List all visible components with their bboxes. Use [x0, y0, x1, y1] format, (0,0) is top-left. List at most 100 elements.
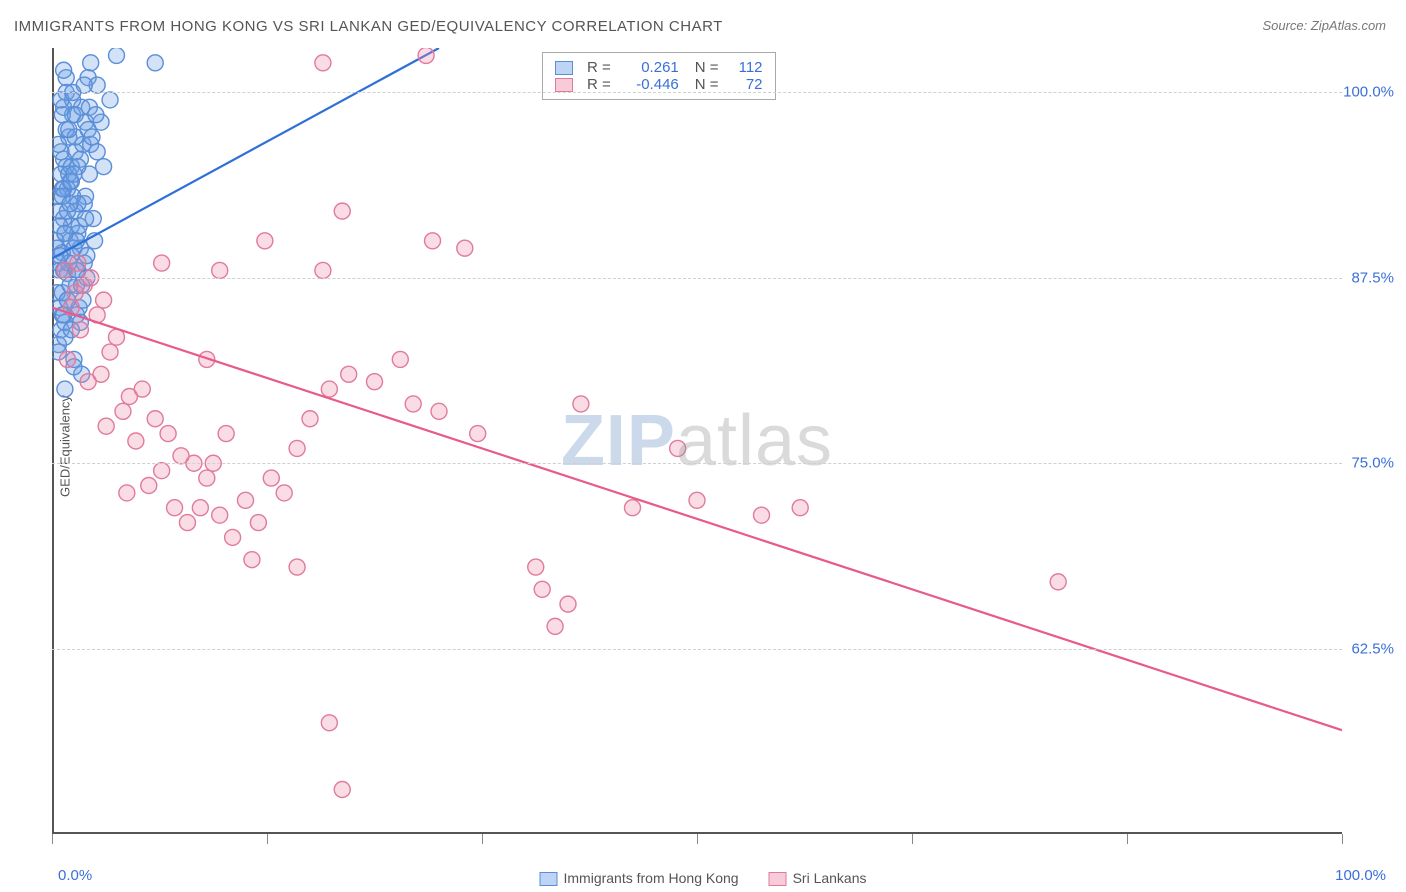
data-point: [392, 351, 408, 367]
data-point: [98, 418, 114, 434]
x-tick: [267, 834, 268, 844]
data-point: [367, 374, 383, 390]
legend-item: Immigrants from Hong Kong: [539, 870, 738, 886]
data-point: [119, 485, 135, 501]
data-point: [78, 211, 94, 227]
data-point: [405, 396, 421, 412]
data-point: [250, 515, 266, 531]
legend-item: Sri Lankans: [769, 870, 867, 886]
trend-line: [52, 48, 439, 259]
y-tick-label: 100.0%: [1343, 84, 1394, 101]
data-point: [199, 470, 215, 486]
y-tick-label: 75.0%: [1351, 455, 1394, 472]
gridline-h: [52, 278, 1342, 279]
data-point: [425, 233, 441, 249]
legend-label: Immigrants from Hong Kong: [563, 870, 738, 886]
source-attribution: Source: ZipAtlas.com: [1262, 18, 1386, 33]
r-label: R =: [587, 76, 611, 93]
data-point: [470, 426, 486, 442]
data-point: [89, 144, 105, 160]
data-point: [128, 433, 144, 449]
data-point: [257, 233, 273, 249]
data-point: [1050, 574, 1066, 590]
data-point: [67, 107, 83, 123]
data-point: [689, 492, 705, 508]
data-point: [276, 485, 292, 501]
gridline-h: [52, 463, 1342, 464]
swatch-icon: [555, 78, 573, 92]
data-point: [218, 426, 234, 442]
data-point: [80, 374, 96, 390]
chart-title: IMMIGRANTS FROM HONG KONG VS SRI LANKAN …: [14, 18, 723, 35]
data-point: [192, 500, 208, 516]
n-value: 112: [727, 59, 763, 76]
stats-row: R = -0.446 N = 72: [555, 76, 763, 93]
x-tick: [52, 834, 53, 844]
gridline-h: [52, 92, 1342, 93]
data-point: [141, 477, 157, 493]
bottom-legend: Immigrants from Hong Kong Sri Lankans: [539, 870, 866, 886]
data-point: [96, 159, 112, 175]
data-point: [52, 248, 68, 264]
x-tick: [912, 834, 913, 844]
data-point: [334, 782, 350, 798]
data-point: [573, 396, 589, 412]
data-point: [179, 515, 195, 531]
data-point: [534, 581, 550, 597]
data-point: [321, 715, 337, 731]
r-label: R =: [587, 59, 611, 76]
data-point: [792, 500, 808, 516]
data-point: [321, 381, 337, 397]
data-point: [670, 440, 686, 456]
data-point: [315, 55, 331, 71]
plot-area: ZIPatlas R =0.261N =112R =-0.446N =72: [52, 48, 1342, 834]
data-point: [57, 225, 73, 241]
n-label: N =: [695, 76, 719, 93]
data-point: [302, 411, 318, 427]
data-point: [289, 440, 305, 456]
data-point: [109, 48, 125, 63]
y-tick-label: 62.5%: [1351, 640, 1394, 657]
data-point: [625, 500, 641, 516]
x-tick: [1342, 834, 1343, 844]
swatch-icon: [539, 872, 557, 886]
data-point: [147, 55, 163, 71]
data-point: [57, 381, 73, 397]
data-point: [154, 255, 170, 271]
swatch-icon: [555, 61, 573, 75]
data-point: [88, 107, 104, 123]
data-point: [263, 470, 279, 486]
data-point: [225, 529, 241, 545]
data-point: [160, 426, 176, 442]
data-point: [238, 492, 254, 508]
data-point: [457, 240, 473, 256]
swatch-icon: [769, 872, 787, 886]
n-value: 72: [727, 76, 763, 93]
data-point: [244, 552, 260, 568]
data-point: [528, 559, 544, 575]
data-point: [83, 55, 99, 71]
data-point: [62, 196, 78, 212]
x-tick: [1127, 834, 1128, 844]
legend-label: Sri Lankans: [793, 870, 867, 886]
data-point: [560, 596, 576, 612]
data-point: [147, 411, 163, 427]
data-point: [56, 62, 72, 78]
x-tick: [482, 834, 483, 844]
data-point: [212, 507, 228, 523]
data-point: [102, 344, 118, 360]
x-axis-label-max: 100.0%: [1335, 867, 1386, 884]
data-point: [315, 262, 331, 278]
data-point: [167, 500, 183, 516]
x-axis-label-min: 0.0%: [58, 867, 92, 884]
data-point: [70, 255, 86, 271]
data-point: [67, 285, 83, 301]
chart-svg: [52, 48, 1342, 834]
data-point: [84, 129, 100, 145]
data-point: [334, 203, 350, 219]
data-point: [61, 122, 77, 138]
r-value: -0.446: [619, 76, 679, 93]
stats-row: R =0.261N =112: [555, 59, 763, 76]
data-point: [52, 136, 66, 152]
data-point: [102, 92, 118, 108]
